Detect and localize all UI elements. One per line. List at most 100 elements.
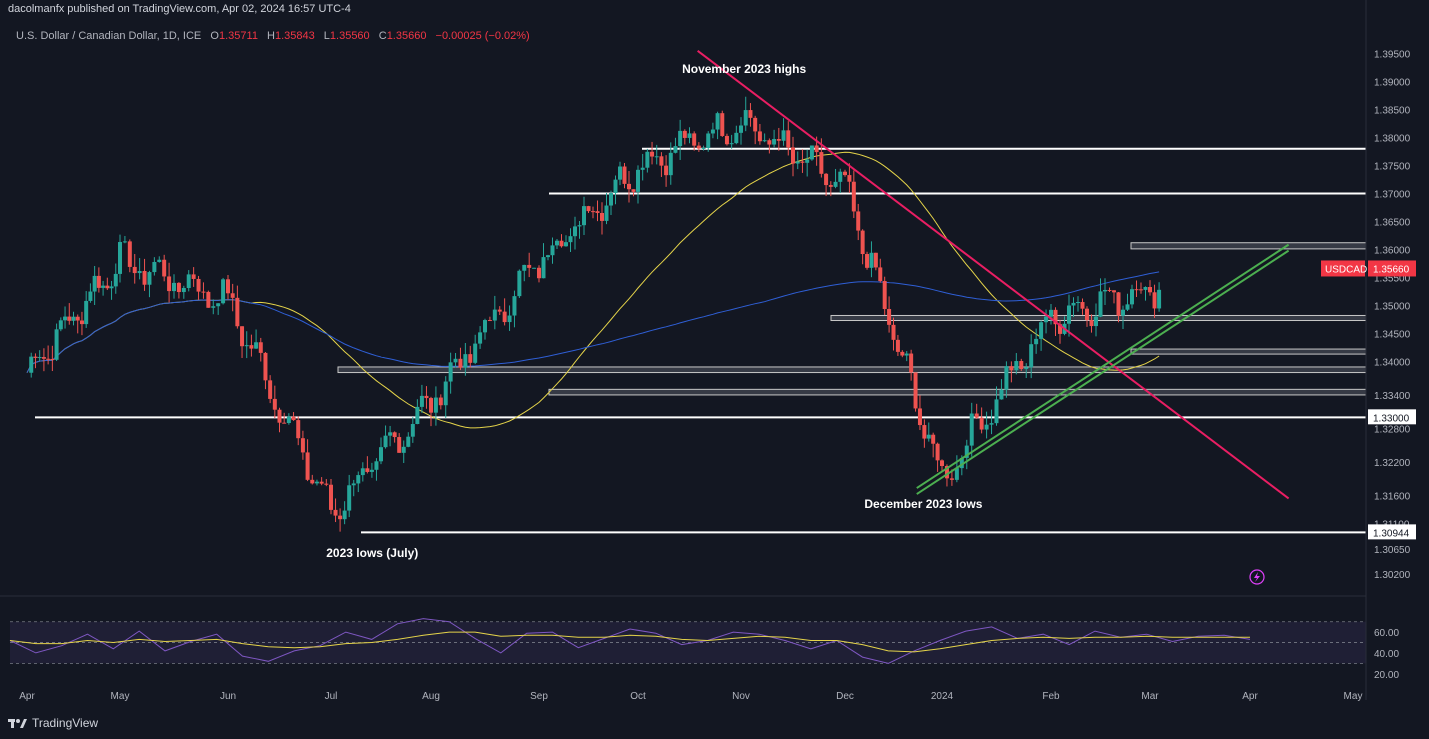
candle-body <box>668 152 673 176</box>
candle-body <box>913 372 918 409</box>
candle-body <box>873 252 878 268</box>
candle-body <box>483 320 487 333</box>
low-value: 1.35560 <box>329 30 370 42</box>
candle-body <box>157 259 162 262</box>
candle-body <box>172 282 176 292</box>
y-tick-label: 1.32200 <box>1374 458 1411 469</box>
candle-body <box>604 205 609 221</box>
candle-body <box>706 133 711 148</box>
rsi-line <box>9 618 1251 664</box>
candle-body <box>1130 289 1134 305</box>
candle-body <box>682 130 687 138</box>
candle-body <box>900 351 905 356</box>
candle-body <box>473 343 478 363</box>
candle-body <box>1103 289 1107 292</box>
candle-body <box>1029 344 1034 368</box>
candle-body <box>58 320 63 330</box>
candle-body <box>984 424 989 430</box>
candle-body <box>415 406 420 424</box>
candle-body <box>88 291 93 301</box>
candle-body <box>79 320 84 325</box>
candle-body <box>1044 316 1049 323</box>
candle-body <box>1139 289 1143 291</box>
candle-body <box>692 133 697 146</box>
candle-body <box>1071 302 1076 306</box>
candle-body <box>383 435 388 448</box>
candle-body <box>627 183 631 190</box>
candle-body <box>1019 361 1024 370</box>
y-tick-label: 1.34500 <box>1374 329 1411 340</box>
candle-body <box>776 138 781 141</box>
candle-body <box>41 357 46 359</box>
last-price-tag <box>1368 260 1416 277</box>
candle-body <box>838 171 843 182</box>
candle-body <box>54 329 59 360</box>
level-price-label: 1.30944 <box>1373 528 1410 539</box>
candle-body <box>559 240 564 247</box>
candle-body <box>701 147 706 149</box>
candle-body <box>974 413 979 418</box>
candle-body <box>497 309 502 312</box>
rsi-y-tick-label: 20.00 <box>1374 670 1399 681</box>
candle-body <box>739 125 743 133</box>
candle-body <box>1004 366 1009 390</box>
candle-body <box>365 468 370 472</box>
candle-body <box>869 252 874 268</box>
candle-body <box>964 445 969 458</box>
candle-body <box>46 358 51 360</box>
candle-body <box>433 397 438 413</box>
candle-body <box>710 129 715 134</box>
candle-body <box>517 270 522 297</box>
candle-body <box>786 130 791 148</box>
candle-body <box>1121 309 1125 316</box>
candle-body <box>392 432 397 438</box>
candle-body <box>591 211 595 213</box>
candle-body <box>263 352 268 381</box>
candle-body <box>137 270 142 274</box>
x-tick-label: Mar <box>1141 691 1159 702</box>
y-tick-label: 1.39000 <box>1374 78 1411 89</box>
candle-body <box>537 267 541 279</box>
candle-body <box>147 272 152 285</box>
candle-body <box>329 484 333 510</box>
candle-body <box>181 287 186 293</box>
candle-body <box>851 181 856 212</box>
y-tick-label: 1.35000 <box>1374 301 1411 312</box>
candle-body <box>406 436 411 447</box>
y-tick-label: 1.33400 <box>1374 391 1411 402</box>
candle-body <box>944 465 949 479</box>
candle-body <box>369 469 374 472</box>
x-tick-label: Jun <box>220 691 236 702</box>
candle-body <box>324 483 329 485</box>
candle-body <box>860 230 865 255</box>
candle-body <box>724 135 729 145</box>
candle-body <box>397 437 402 453</box>
candle-body <box>979 417 984 430</box>
candle-body <box>600 212 604 221</box>
candle-body <box>640 167 645 170</box>
candle-body <box>856 211 861 231</box>
candle-body <box>1134 289 1139 291</box>
candle-body <box>959 457 964 469</box>
ohlc-legend: U.S. Dollar / Canadian Dollar, 1D, ICE O… <box>16 30 536 42</box>
y-tick-label: 1.31600 <box>1374 492 1411 503</box>
candle-body <box>258 342 263 353</box>
instrument-title: U.S. Dollar / Canadian Dollar, 1D, ICE <box>16 30 202 42</box>
close-label: C <box>378 30 387 42</box>
candle-body <box>333 509 338 516</box>
candle-body <box>819 152 824 174</box>
candle-body <box>1024 367 1029 370</box>
chart-annotation: December 2023 lows <box>864 497 982 511</box>
candle-body <box>310 479 315 484</box>
y-tick-label: 1.30200 <box>1374 570 1411 581</box>
candle-body <box>824 173 829 186</box>
candle-body <box>512 296 517 316</box>
candle-body <box>463 354 468 368</box>
candle-body <box>240 326 245 347</box>
candle-body <box>762 140 767 142</box>
candle-body <box>532 267 537 269</box>
candle-body <box>268 380 273 399</box>
chart-annotation: November 2023 highs <box>682 62 806 76</box>
candle-body <box>654 156 659 158</box>
